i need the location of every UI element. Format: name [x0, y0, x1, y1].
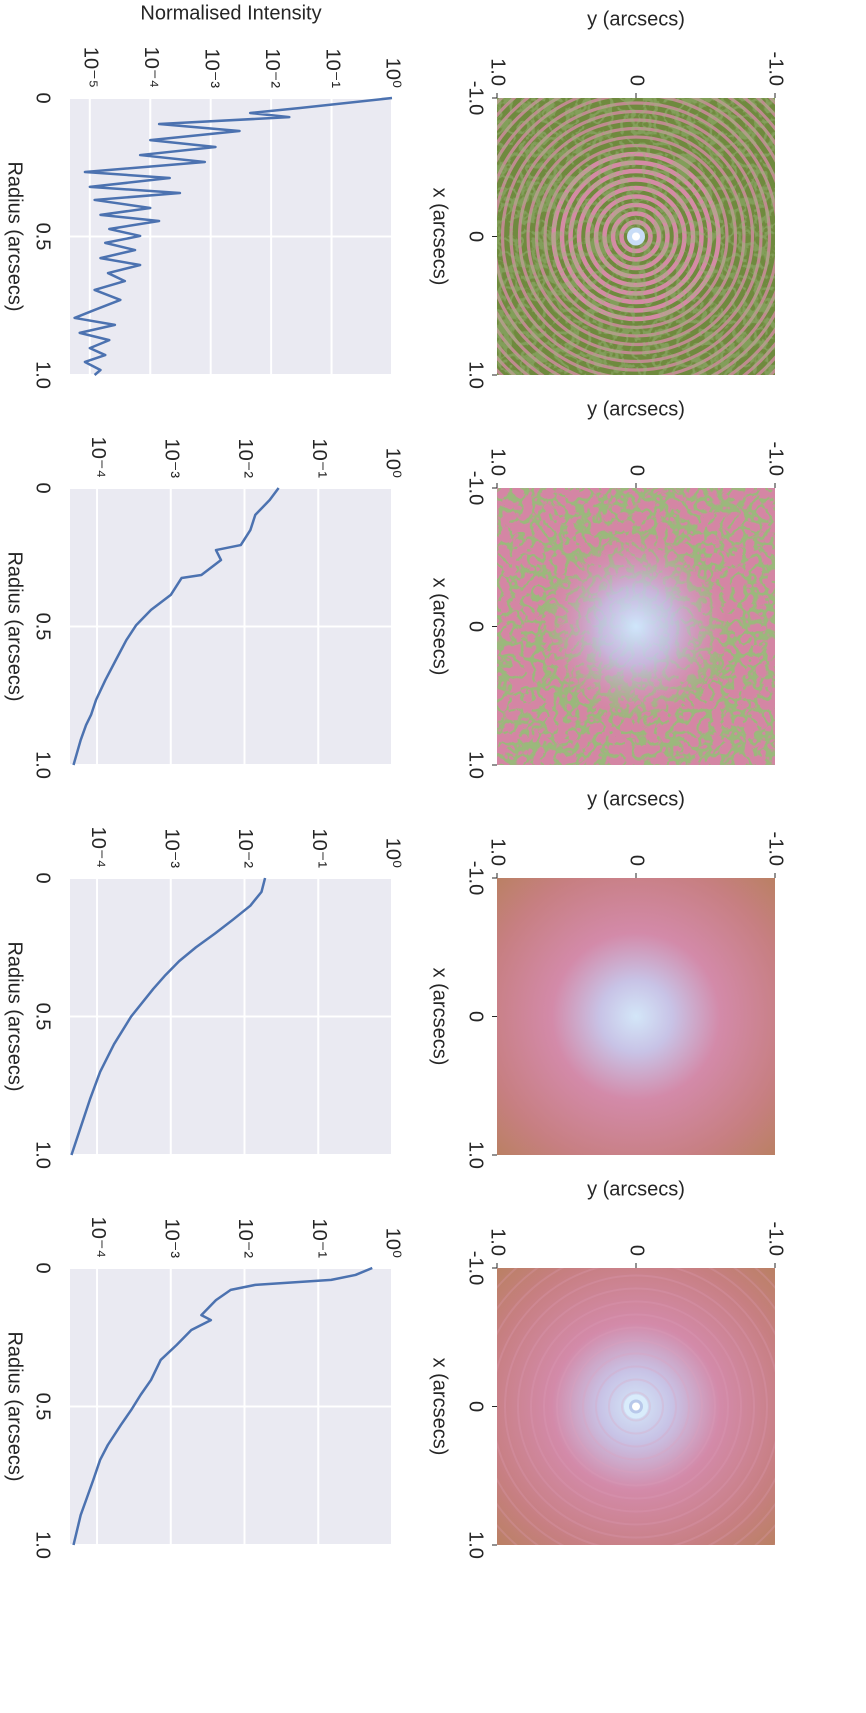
- x-axis-label: Radius (arcsecs): [4, 941, 26, 1091]
- y-tick-label: 1.0: [487, 448, 509, 476]
- x-tick-label: 0.5: [32, 223, 54, 251]
- x-tick-label: -1.0: [465, 861, 487, 895]
- profile-line: [70, 877, 267, 1156]
- psf-image: [497, 878, 775, 1155]
- x-tick-label: 1.0: [32, 1141, 54, 1169]
- x-tick-label: -1.0: [465, 81, 487, 115]
- y-tick-label: 1.0: [487, 838, 509, 866]
- x-axis-label: Radius (arcsecs): [4, 551, 26, 701]
- y-tick-label: 10⁻¹: [321, 49, 343, 89]
- ring: [582, 1352, 690, 1461]
- y-tick-label: 10⁻²: [234, 439, 256, 479]
- y-tick-label: 10⁻²: [234, 1219, 256, 1259]
- y-axis-label: Normalised Intensity: [140, 2, 321, 24]
- y-tick-label: 10⁻¹: [308, 1219, 330, 1259]
- x-axis-label: x (arcsecs): [429, 188, 451, 286]
- x-axis-label: Radius (arcsecs): [4, 1331, 26, 1481]
- x-tick-label: 0: [465, 1011, 487, 1022]
- x-tick-label: 0: [465, 621, 487, 632]
- x-axis-label: Radius (arcsecs): [4, 161, 26, 311]
- x-tick-label: 1.0: [465, 361, 487, 389]
- core: [632, 1402, 640, 1411]
- y-tick-label: 0: [626, 855, 648, 866]
- y-axis-label: y (arcsecs): [587, 1178, 685, 1200]
- y-tick-label: 10⁻¹: [308, 829, 330, 869]
- y-tick-label: 10⁻³: [160, 1219, 182, 1259]
- halo: [541, 531, 731, 722]
- y-tick-label: 10⁻³: [200, 49, 222, 89]
- y-tick-label: 10⁰: [382, 838, 404, 868]
- x-tick-label: 1.0: [465, 1141, 487, 1169]
- y-tick-label: 0: [626, 1245, 648, 1256]
- y-axis-label: y (arcsecs): [587, 788, 685, 810]
- y-tick-label: 10⁻⁴: [87, 1217, 109, 1258]
- x-tick-label: -1.0: [465, 1251, 487, 1285]
- y-tick-label: 10⁻⁵: [80, 47, 102, 88]
- x-tick-label: 1.0: [32, 361, 54, 389]
- x-tick-label: 0: [465, 1401, 487, 1412]
- x-tick-label: 0: [32, 92, 54, 103]
- ring: [556, 1326, 716, 1487]
- x-tick-label: 0.5: [32, 1003, 54, 1031]
- y-tick-label: -1.0: [765, 52, 787, 86]
- x-tick-label: 0: [32, 482, 54, 493]
- core: [632, 232, 640, 241]
- psf-image: [497, 98, 775, 375]
- y-tick-label: 10⁻⁴: [87, 437, 109, 478]
- x-axis-label: x (arcsecs): [429, 578, 451, 676]
- y-tick-label: 10⁻³: [160, 439, 182, 479]
- rotated-figure: -1.001.0-1.001.0x (arcsecs)y (arcsecs)10…: [4, 2, 787, 1559]
- x-tick-label: 0: [32, 1262, 54, 1273]
- x-tick-label: 1.0: [32, 751, 54, 779]
- x-tick-label: 1.0: [32, 1531, 54, 1559]
- image-base: [497, 878, 775, 1155]
- ring: [504, 1274, 768, 1539]
- ring: [543, 1313, 729, 1500]
- y-tick-label: 10⁰: [382, 448, 404, 478]
- y-tick-label: -1.0: [765, 832, 787, 866]
- psf-image: [497, 1268, 775, 1545]
- x-axis-label: x (arcsecs): [429, 1358, 451, 1456]
- ring: [621, 1391, 651, 1422]
- y-tick-label: 10⁻⁴: [140, 47, 162, 88]
- x-tick-label: -1.0: [465, 471, 487, 505]
- ring: [569, 1339, 703, 1474]
- y-tick-label: 1.0: [487, 58, 509, 86]
- y-tick-label: -1.0: [765, 442, 787, 476]
- y-tick-label: 10⁻⁴: [87, 827, 109, 868]
- x-tick-label: 0: [32, 872, 54, 883]
- x-tick-label: 1.0: [465, 751, 487, 779]
- y-tick-label: -1.0: [765, 1222, 787, 1256]
- x-tick-label: 0.5: [32, 613, 54, 641]
- ring: [517, 1287, 755, 1526]
- y-tick-label: 10⁻²: [261, 49, 283, 89]
- y-tick-label: 1.0: [487, 1228, 509, 1256]
- y-tick-label: 10⁻³: [160, 829, 182, 869]
- y-tick-label: 0: [626, 465, 648, 476]
- ring: [595, 1365, 677, 1448]
- y-tick-label: 10⁻²: [234, 829, 256, 869]
- y-axis-label: y (arcsecs): [587, 8, 685, 30]
- profile-line: [73, 96, 393, 376]
- x-tick-label: 0: [465, 231, 487, 242]
- y-tick-label: 10⁰: [382, 1228, 404, 1258]
- x-tick-label: 0.5: [32, 1393, 54, 1421]
- x-tick-label: 1.0: [465, 1531, 487, 1559]
- profile-line: [72, 487, 280, 766]
- ring: [530, 1300, 742, 1513]
- profile-line: [72, 1266, 373, 1546]
- y-axis-label: y (arcsecs): [587, 398, 685, 420]
- y-tick-label: 10⁻¹: [308, 439, 330, 479]
- psf-image: [497, 488, 775, 765]
- y-tick-label: 0: [626, 75, 648, 86]
- x-axis-label: x (arcsecs): [429, 968, 451, 1066]
- y-tick-label: 10⁰: [382, 58, 404, 88]
- ring: [608, 1378, 664, 1435]
